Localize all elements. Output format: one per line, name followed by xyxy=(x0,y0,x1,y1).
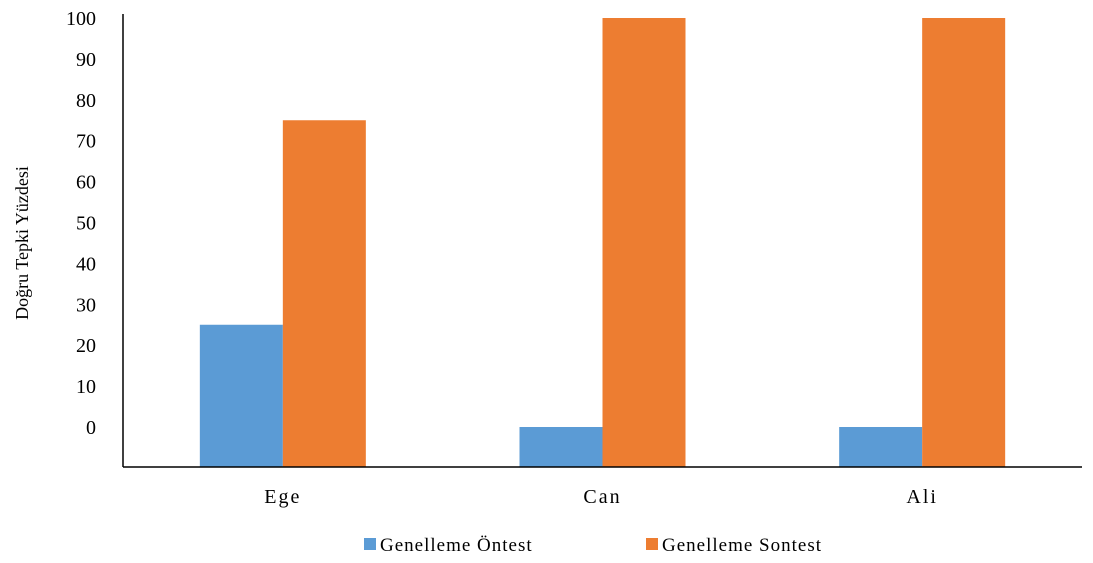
x-category-label: Can xyxy=(583,486,621,508)
y-tick-label: 60 xyxy=(76,172,96,194)
bars-layer xyxy=(199,18,1006,467)
bar xyxy=(519,427,603,467)
x-category-label: Ege xyxy=(264,486,301,508)
legend-swatch xyxy=(646,538,658,550)
x-category-labels: Ege Can Ali xyxy=(264,486,938,508)
y-tick-label: 50 xyxy=(76,213,96,235)
y-tick-label: 70 xyxy=(76,131,96,153)
y-tick-label: 80 xyxy=(76,90,96,112)
bar xyxy=(839,427,923,467)
legend-label: Genelleme Öntest xyxy=(380,535,533,556)
axes-layer xyxy=(122,14,1082,468)
y-tick-label: 100 xyxy=(66,8,96,30)
bar xyxy=(199,324,283,467)
bar xyxy=(282,120,366,467)
y-tick-label: 0 xyxy=(86,417,96,439)
legend: Genelleme Öntest Genelleme Sontest xyxy=(364,535,822,556)
bar xyxy=(922,18,1006,467)
y-tick-label: 10 xyxy=(76,376,96,398)
bar xyxy=(602,18,686,467)
legend-swatch xyxy=(364,538,376,550)
y-tick-label: 90 xyxy=(76,49,96,71)
y-tick-labels: 0 10 20 30 40 50 60 70 80 90 100 xyxy=(66,8,96,439)
y-axis-title: Doğru Tepki Yüzdesi xyxy=(12,166,32,320)
x-category-label: Ali xyxy=(906,486,938,508)
y-tick-label: 20 xyxy=(76,335,96,357)
legend-label: Genelleme Sontest xyxy=(662,535,822,556)
y-tick-label: 30 xyxy=(76,294,96,316)
y-tick-label: 40 xyxy=(76,253,96,275)
